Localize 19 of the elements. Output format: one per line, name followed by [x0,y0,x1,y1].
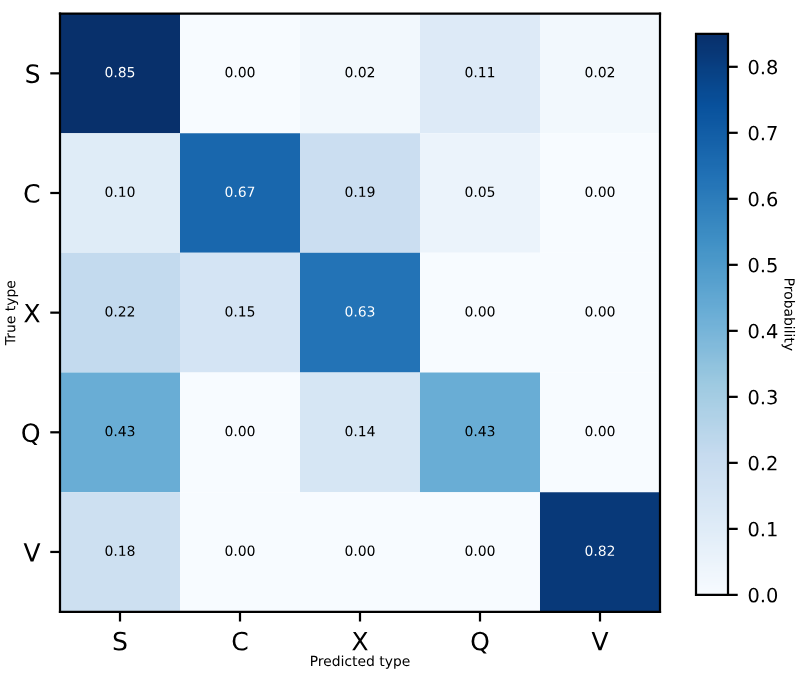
x-tick-label: Q [471,631,489,654]
color-bar-label: 0.8 [748,59,778,75]
color-bar-label: 0.3 [748,389,777,405]
x-tick-label: X [352,631,368,651]
y-tick-label: V [23,543,41,562]
color-bar-label: 0.0 [748,587,778,603]
color-bar-label: 0.6 [748,191,778,207]
y-tick-label: X [24,303,40,323]
color-bar-label: 0.1 [748,521,777,537]
x-tick-label: C [232,631,248,651]
y-tick-label: C [24,183,40,203]
color-bar-label: 0.4 [748,323,778,339]
color-bar-label: 0.7 [748,125,777,141]
y-tick-label: Q [22,423,40,446]
y-tick-label: S [26,64,40,84]
x-tick-label: S [113,631,127,651]
color-bar-label: 0.2 [748,455,777,471]
x-tick-label: V [591,631,609,651]
color-bar-label: 0.5 [748,257,777,273]
